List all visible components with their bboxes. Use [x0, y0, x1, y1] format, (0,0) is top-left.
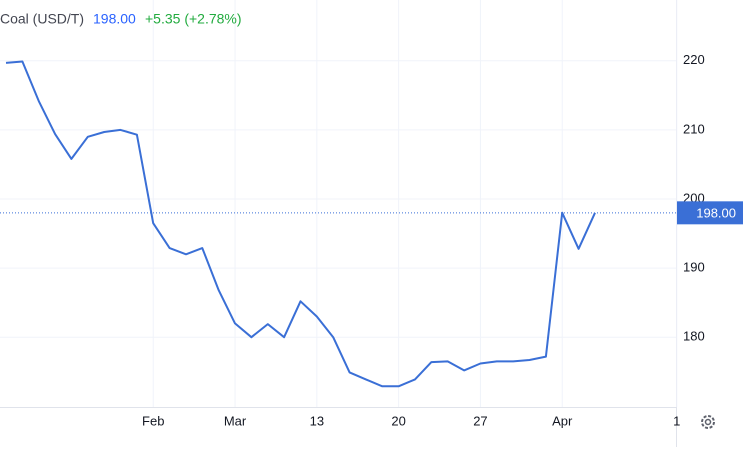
x-tick-label: 13: [310, 413, 324, 428]
x-tick-label: Mar: [224, 413, 247, 428]
x-tick-label: Apr: [552, 413, 573, 428]
y-tick-label: 220: [683, 52, 705, 67]
price-line: [5, 60, 596, 388]
x-tick-label: 20: [391, 413, 405, 428]
settings-button[interactable]: [701, 415, 715, 429]
gear-icon[interactable]: [701, 415, 715, 429]
y-tick-label: 210: [683, 121, 705, 136]
x-tick-label: 27: [473, 413, 487, 428]
gear-icon[interactable]: [704, 418, 712, 426]
price: 198.00: [93, 11, 136, 27]
plot: [0, 60, 676, 388]
last-price-label: 198.00: [696, 205, 736, 220]
last-price-tag: [677, 201, 743, 225]
x-tick-label: Feb: [142, 413, 164, 428]
x-tick-label: 1: [673, 413, 680, 428]
chart-title: Coal (USD/T): [0, 11, 84, 27]
y-tick-label: 180: [683, 329, 705, 344]
y-tick-label: 190: [683, 260, 705, 275]
change: +5.35 (+2.78%): [145, 11, 242, 27]
